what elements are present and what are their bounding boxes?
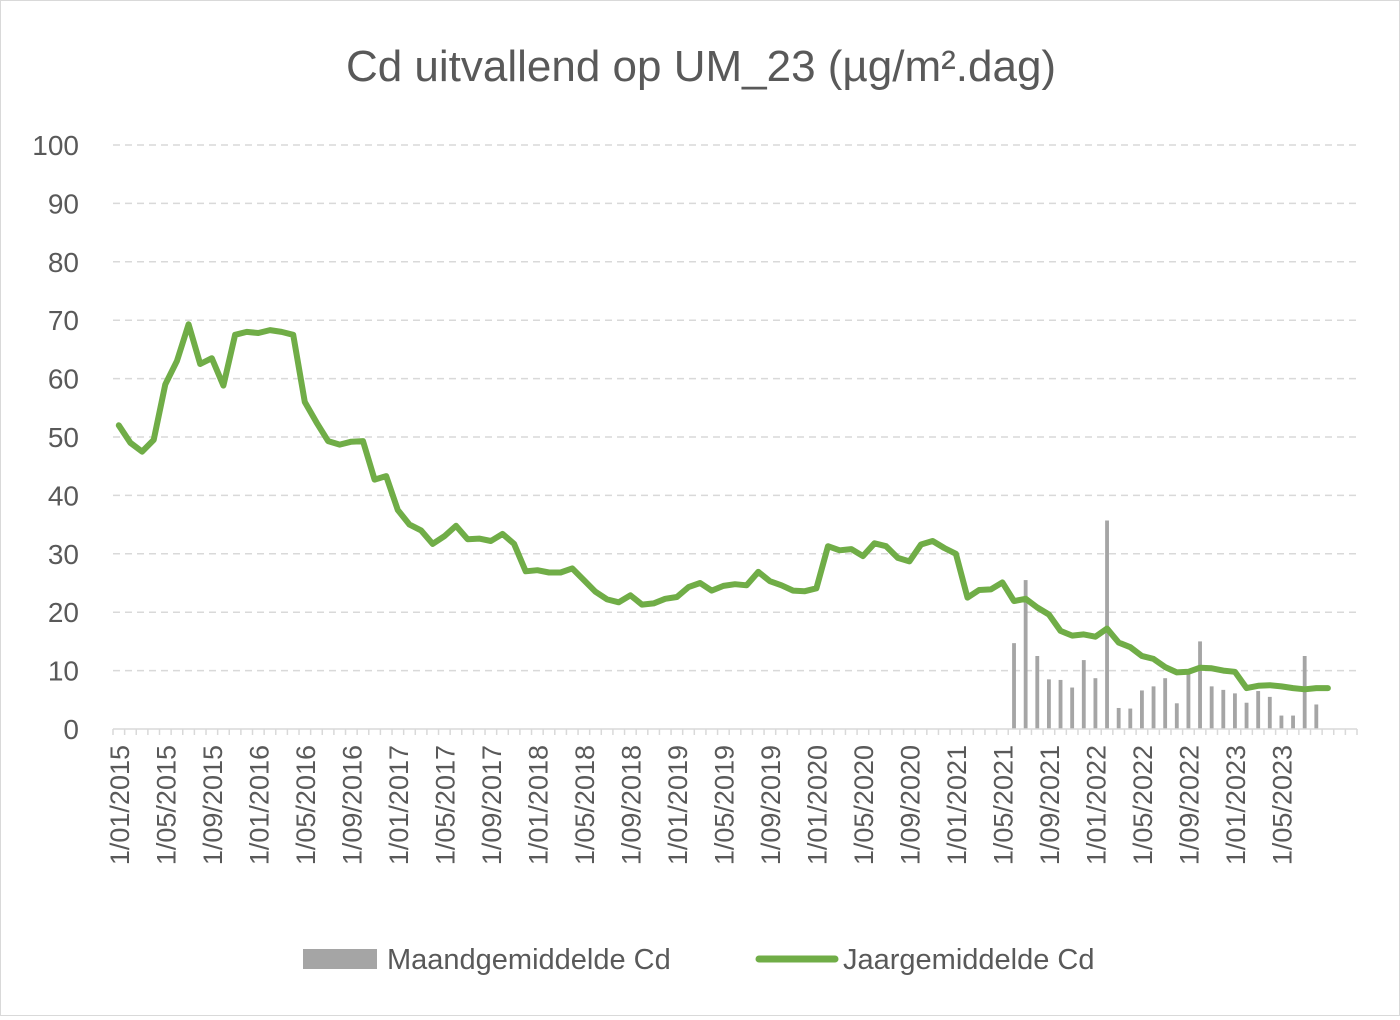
- x-tick-label: 1/01/2020: [802, 745, 832, 865]
- y-tick-label: 80: [48, 247, 79, 278]
- bar: [1174, 703, 1179, 729]
- y-tick-label: 70: [48, 305, 79, 336]
- bar: [1279, 715, 1284, 729]
- x-tick-label: 1/05/2023: [1267, 745, 1297, 865]
- y-tick-label: 60: [48, 364, 79, 395]
- bar: [1209, 686, 1214, 729]
- y-tick-label: 100: [32, 130, 79, 161]
- y-tick-label: 10: [48, 656, 79, 687]
- bar: [1291, 715, 1295, 729]
- y-tick-label: 30: [48, 539, 79, 570]
- x-axis-ticks: 1/01/2015 1/05/2015 1/09/2015 1/01/2016 1/05…: [105, 729, 1358, 865]
- bar: [1035, 656, 1040, 729]
- x-tick-label: 1/05/2015: [151, 745, 181, 865]
- bar-series-maandgemiddelde: [1012, 520, 1319, 729]
- bar: [1081, 660, 1086, 729]
- bar: [1058, 679, 1063, 729]
- bar: [1256, 691, 1261, 729]
- x-tick-label: 1/01/2022: [1081, 745, 1111, 865]
- bar: [1221, 689, 1226, 729]
- legend-label-maandgemiddelde: Maandgemiddelde Cd: [387, 944, 671, 976]
- bar: [1198, 641, 1202, 729]
- x-tick-label: 1/05/2021: [988, 745, 1018, 865]
- bar: [1267, 696, 1272, 729]
- x-tick-label: 1/09/2020: [895, 745, 925, 865]
- bar: [1116, 707, 1121, 729]
- y-tick-label: 20: [48, 597, 79, 628]
- x-tick-label: 1/01/2021: [942, 745, 972, 865]
- x-tick-label: 1/09/2018: [616, 745, 646, 865]
- x-tick-label: 1/09/2015: [198, 745, 228, 865]
- x-tick-label: 1/09/2019: [756, 745, 786, 865]
- x-tick-label: 1/09/2016: [337, 745, 367, 865]
- legend-label-jaargemiddelde: Jaargemiddelde Cd: [843, 944, 1094, 976]
- bar: [1012, 643, 1016, 729]
- x-tick-label: 1/01/2017: [384, 745, 414, 865]
- y-tick-label: 40: [48, 480, 79, 511]
- x-tick-label: 1/05/2019: [709, 745, 739, 865]
- x-tick-label: 1/09/2022: [1174, 745, 1204, 865]
- bar: [1163, 678, 1168, 729]
- bar: [1070, 687, 1075, 729]
- x-tick-label: 1/05/2018: [570, 745, 600, 865]
- bar: [1151, 686, 1156, 729]
- y-tick-label: 0: [63, 714, 79, 745]
- x-tick-label: 1/05/2017: [430, 745, 460, 865]
- bar: [1186, 671, 1191, 729]
- line-series-jaargemiddelde: [115, 321, 1331, 693]
- bar: [1314, 704, 1319, 729]
- bar: [1046, 679, 1051, 729]
- legend: Maandgemiddelde Cd Jaargemiddelde Cd: [303, 944, 1094, 976]
- x-tick-label: 1/01/2016: [244, 745, 274, 865]
- bar: [1139, 690, 1144, 729]
- x-tick-label: 1/09/2021: [1035, 745, 1065, 865]
- bar: [1093, 678, 1098, 729]
- bar: [1233, 693, 1237, 729]
- legend-swatch-maandgemiddelde: [303, 949, 377, 969]
- x-tick-label: 1/01/2018: [523, 745, 553, 865]
- bar: [1105, 520, 1109, 729]
- bar: [1302, 656, 1307, 729]
- y-tick-label: 90: [48, 188, 79, 219]
- x-tick-label: 1/09/2017: [477, 745, 507, 865]
- bar: [1244, 702, 1249, 729]
- x-tick-label: 1/05/2022: [1128, 745, 1158, 865]
- x-tick-label: 1/01/2015: [105, 745, 135, 865]
- series-line: [115, 321, 1331, 693]
- y-axis-ticks: 0 10 20 30 40 50 60 70 80 90 100: [32, 130, 79, 745]
- x-tick-label: 1/05/2020: [849, 745, 879, 865]
- chart-title: Cd uitvallend op UM_23 (µg/m².dag): [346, 42, 1056, 91]
- y-tick-label: 50: [48, 422, 79, 453]
- x-tick-label: 1/01/2019: [663, 745, 693, 865]
- x-tick-label: 1/05/2016: [291, 745, 321, 865]
- grid-layer: [113, 144, 1357, 672]
- bar: [1023, 580, 1028, 729]
- bar: [1128, 708, 1133, 729]
- x-tick-label: 1/01/2023: [1221, 745, 1251, 865]
